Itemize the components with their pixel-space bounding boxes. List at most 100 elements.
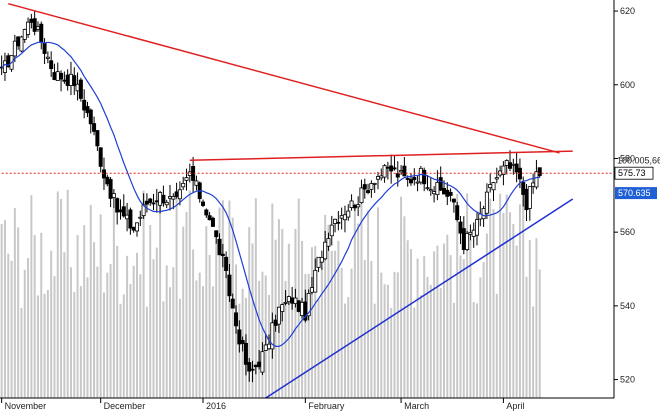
candle-body	[415, 181, 420, 184]
candle-body	[111, 193, 116, 198]
y-tick-label: 560	[620, 227, 635, 237]
volume-bar	[195, 280, 198, 398]
candlesticks	[0, 10, 542, 383]
candle-body	[154, 200, 159, 203]
volume-bar	[512, 223, 515, 398]
volume-bar	[149, 225, 152, 398]
candle-body	[82, 99, 87, 111]
volume-bar	[499, 193, 502, 398]
candle-body	[432, 191, 437, 195]
candle-body	[85, 106, 90, 114]
y-tick-label: 520	[620, 375, 635, 385]
volume-bar	[192, 249, 195, 398]
volume-bar	[56, 191, 59, 398]
volume-bar	[284, 280, 287, 398]
top-resistance-line	[189, 150, 573, 162]
candle-body	[375, 176, 380, 180]
volume-bar	[159, 205, 162, 398]
volume-bar	[502, 213, 505, 398]
candle-body	[362, 184, 367, 190]
volume-bar	[208, 254, 211, 398]
volume-bar	[525, 276, 528, 398]
volume-bar	[462, 258, 465, 398]
candle-body	[217, 238, 222, 256]
volume-bar	[297, 198, 300, 398]
volume-bar	[93, 242, 96, 398]
volume-bar	[73, 291, 76, 398]
volume-bar	[79, 286, 82, 398]
volume-bar	[373, 303, 376, 398]
candle-body	[395, 173, 400, 178]
volume-bar	[188, 190, 191, 398]
volume-bar	[532, 306, 535, 398]
reference-value-label: 100.005,66	[617, 155, 660, 165]
candle-body	[273, 319, 278, 326]
candle-body	[276, 306, 281, 325]
moving-average	[1, 41, 540, 347]
volume-bar	[258, 280, 261, 398]
candle-body	[339, 215, 344, 219]
volume-bar	[89, 205, 92, 398]
volume-bar	[86, 277, 89, 398]
last-price-badge	[614, 166, 654, 180]
candle-body	[352, 204, 357, 209]
volume-bar	[522, 191, 525, 398]
candle-body	[402, 165, 407, 177]
x-tick-label: February	[308, 401, 345, 411]
candle-body	[108, 179, 113, 199]
candle-body	[88, 109, 93, 125]
volume-bar	[30, 195, 33, 398]
candle-body	[29, 18, 34, 23]
volume-bar	[495, 293, 498, 398]
candle-body	[144, 200, 149, 205]
candle-body	[247, 362, 252, 372]
candle-body	[392, 167, 397, 170]
candle-body	[333, 218, 338, 224]
candle-body	[319, 257, 324, 263]
candle-body	[65, 74, 70, 86]
x-tick-label: April	[506, 401, 524, 411]
volume-bar	[126, 255, 129, 398]
candle-body	[342, 214, 347, 221]
volume-bar	[452, 302, 455, 398]
candle-body	[257, 361, 262, 368]
candle-body	[491, 182, 496, 191]
candle-body	[181, 182, 186, 188]
volume-bar	[36, 295, 39, 398]
candle-body	[270, 322, 275, 350]
candle-body	[151, 202, 156, 205]
volume-bar	[20, 307, 23, 398]
candle-body	[237, 329, 242, 345]
candle-body	[428, 189, 433, 192]
candle-body	[201, 201, 206, 206]
volume-bar	[400, 196, 403, 398]
volume-bar	[132, 265, 135, 398]
candle-body	[280, 304, 285, 312]
y-tick-label: 620	[620, 6, 635, 16]
volume-bar	[27, 257, 30, 398]
candle-body	[369, 183, 374, 190]
volume-bar	[145, 306, 148, 398]
candle-body	[121, 206, 126, 217]
candle-body	[306, 292, 311, 317]
volume-bar	[406, 240, 409, 398]
volume-bar	[106, 272, 109, 398]
candle-body	[49, 60, 54, 70]
x-tick-label: December	[104, 401, 146, 411]
candle-body	[2, 60, 7, 73]
candle-body	[521, 182, 526, 195]
candle-body	[323, 241, 328, 260]
candle-body	[316, 256, 321, 268]
candle-body	[240, 340, 245, 344]
candle-body	[243, 342, 248, 365]
volume-bar	[162, 301, 165, 398]
volume-bar	[528, 240, 531, 398]
candle-body	[75, 83, 80, 92]
volume-bar	[175, 190, 178, 398]
volume-bar	[383, 284, 386, 398]
candle-body	[504, 160, 509, 166]
volume-bar	[429, 284, 432, 398]
volume-bar	[442, 243, 445, 398]
candle-body	[445, 189, 450, 197]
